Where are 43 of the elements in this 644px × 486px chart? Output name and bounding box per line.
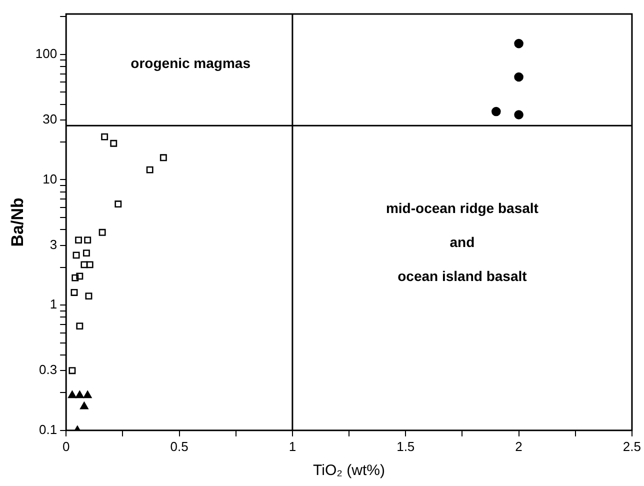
x-tick-label: 2.5	[622, 438, 642, 454]
y-tick-label: 10	[42, 171, 58, 186]
point	[68, 390, 76, 398]
x-tick-label: 0	[62, 438, 70, 454]
y-axis-title: Ba/Nb	[8, 198, 27, 247]
point	[75, 236, 82, 244]
y-tick-label: 3	[50, 236, 58, 252]
point	[83, 390, 92, 398]
x-tick-label: 2	[515, 438, 522, 454]
point	[84, 236, 92, 244]
point	[76, 322, 84, 330]
point	[110, 140, 118, 147]
y-tick-label: 0.3	[39, 362, 58, 378]
point	[492, 106, 501, 116]
point	[80, 402, 88, 410]
x-tick-label: 0.5	[170, 438, 188, 454]
point	[86, 261, 94, 268]
y-tick-label: 0.1	[39, 422, 58, 437]
x-tick-label: 1.5	[396, 438, 415, 454]
x-tick-label: 1	[288, 438, 296, 454]
point	[76, 390, 84, 398]
point	[82, 250, 90, 257]
y-tick-label: 1	[50, 296, 58, 312]
point	[160, 154, 167, 162]
point	[114, 200, 122, 208]
annotation: orogenic magmas	[130, 54, 251, 71]
point	[72, 274, 79, 282]
y-tick-label: 30	[42, 112, 58, 126]
point	[146, 166, 154, 174]
point	[514, 110, 524, 120]
y-tick-label: 100	[35, 46, 58, 61]
x-axis-title: TiO₂ (wt%)	[313, 462, 385, 480]
point	[76, 272, 84, 280]
point	[98, 228, 106, 236]
point	[70, 289, 78, 296]
point	[101, 133, 108, 140]
point	[514, 38, 524, 48]
point	[80, 261, 88, 268]
text: mid-ocean ridge basalt and ocean island basalt	[386, 200, 538, 284]
point	[514, 72, 524, 82]
point	[68, 367, 76, 374]
point	[85, 292, 92, 300]
point	[72, 252, 80, 259]
